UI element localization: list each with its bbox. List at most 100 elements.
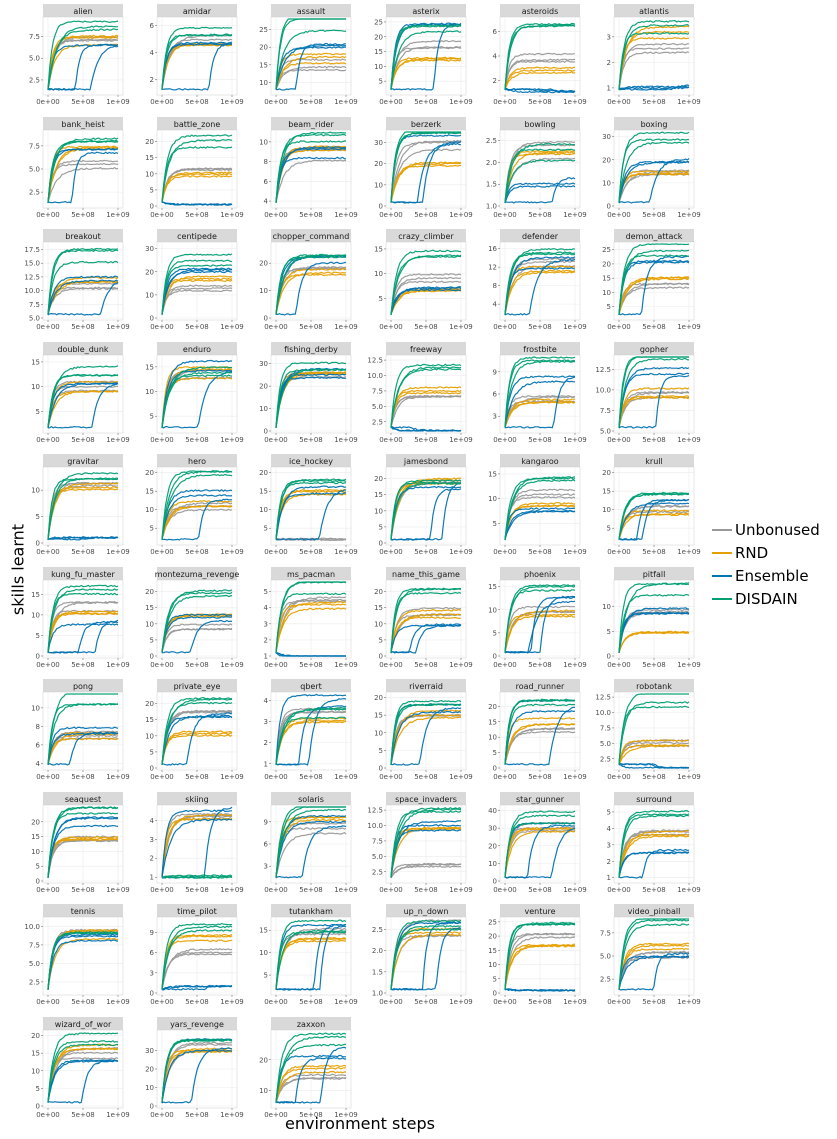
series-line-disdain — [47, 584, 119, 653]
panel-strip — [500, 4, 580, 17]
series-line-disdain — [390, 131, 462, 203]
y-tick-label: 4 — [150, 817, 155, 825]
series-line-unbonused — [504, 493, 576, 540]
series-line-ensemble — [161, 267, 233, 315]
x-tick-label: 0e+00 — [150, 1111, 174, 1119]
x-tick-label: 1e+09 — [449, 998, 473, 1006]
y-tick-label: 15 — [145, 604, 154, 612]
y-tick-label: 2.0 — [486, 159, 497, 167]
series-line-disdain — [275, 361, 347, 428]
series-line-disdain — [275, 479, 347, 540]
x-tick-label: 0e+00 — [150, 98, 174, 106]
y-tick-label: 5 — [150, 525, 154, 533]
series-line-rnd — [161, 173, 233, 203]
x-tick-label: 0e+00 — [607, 998, 631, 1006]
series-line-unbonused — [504, 730, 576, 764]
series-line-disdain — [618, 249, 690, 315]
series-line-disdain — [275, 708, 347, 765]
x-tick-label: 0e+00 — [36, 211, 60, 219]
series-line-disdain — [390, 481, 461, 540]
series-line-disdain — [618, 493, 690, 540]
panel-title: alien — [73, 7, 92, 16]
y-tick-label: 3 — [607, 841, 611, 849]
y-tick-label: 0 — [36, 1103, 40, 1111]
y-tick-label: 10 — [31, 704, 40, 712]
panel-strip — [157, 679, 237, 692]
panel-title: tutankham — [289, 907, 333, 916]
x-tick-label: 1e+09 — [220, 548, 244, 556]
x-tick-label: 1e+09 — [677, 773, 701, 781]
x-tick-label: 1e+09 — [449, 886, 473, 894]
y-tick-label: 5 — [36, 863, 40, 871]
series-line-disdain — [161, 253, 233, 315]
y-tick-label: 0 — [36, 540, 40, 548]
y-tick-label: 0 — [264, 428, 268, 436]
series-line-unbonused — [161, 709, 233, 765]
series-line-disdain — [161, 922, 232, 989]
y-tick-label: 10 — [145, 506, 154, 514]
series-line-rnd — [504, 613, 576, 654]
x-tick-label: 5e+08 — [414, 548, 438, 556]
x-tick-label: 1e+09 — [677, 661, 701, 669]
x-tick-label: 5e+08 — [528, 211, 552, 219]
panel-strip — [43, 904, 123, 917]
panel-strip — [271, 4, 351, 17]
x-tick-label: 0e+00 — [379, 436, 403, 444]
series-line-unbonused — [161, 289, 233, 314]
series-line-disdain — [618, 356, 689, 428]
panel-title: demon_attack — [626, 232, 683, 241]
series-line-ensemble — [275, 693, 347, 765]
series-line-disdain — [47, 137, 119, 204]
panel-title: pong — [73, 682, 93, 691]
series-line-ensemble — [161, 489, 233, 540]
x-tick-label: 1e+09 — [563, 98, 587, 106]
series-line-disdain — [618, 243, 690, 316]
y-tick-label: 7.5 — [29, 301, 40, 309]
series-line-disdain — [47, 477, 119, 540]
panel-title: star_gunner — [516, 795, 565, 804]
x-tick-label: 5e+08 — [642, 211, 666, 219]
x-tick-label: 1e+09 — [220, 211, 244, 219]
series-line-disdain — [618, 582, 689, 653]
panel-venture: venture 0 5 10 15 20 25 0e+00 5e+08 1e+09 — [488, 904, 587, 1006]
y-tick-label: 5 — [150, 413, 154, 421]
series-line-rnd — [47, 836, 119, 877]
y-tick-label: 12.5 — [595, 694, 611, 702]
y-tick-label: 2.5 — [486, 137, 497, 145]
y-tick-label: 1.5 — [486, 181, 497, 189]
panel-robotank: robotank 2.5 5.0 7.5 10.0 12.5 0e+00 5e+08 1e+09 — [595, 679, 701, 781]
y-tick-label: 0 — [379, 653, 383, 661]
series-line-ensemble — [161, 712, 232, 766]
panel-strip — [614, 679, 694, 692]
y-tick-label: 15 — [31, 591, 40, 599]
series-line-disdain — [618, 809, 690, 877]
series-line-ensemble — [47, 536, 119, 540]
panel-title: road_runner — [516, 682, 565, 691]
y-tick-label: 40 — [488, 807, 497, 815]
series-line-rnd — [275, 603, 347, 653]
panel-title: time_pilot — [177, 907, 217, 916]
panel-wizard_of_wor: wizard_of_wor 0 5 10 15 20 0e+00 5e+08 1e+09 — [31, 1017, 130, 1119]
y-tick-label: 2.5 — [29, 76, 40, 84]
series-line-ensemble — [390, 921, 462, 990]
series-line-disdain — [390, 24, 462, 90]
series-line-disdain — [390, 703, 462, 765]
series-line-disdain — [275, 581, 346, 653]
y-tick-label: 10 — [31, 611, 40, 619]
x-tick-label: 0e+00 — [607, 436, 631, 444]
y-tick-label: 15 — [488, 583, 497, 591]
series-line-disdain — [161, 1039, 233, 1103]
series-line-ensemble — [161, 268, 233, 315]
y-tick-label: 1.0 — [372, 990, 383, 998]
panel-strip — [614, 567, 694, 580]
x-tick-label: 0e+00 — [493, 323, 517, 331]
series-line-rnd — [504, 504, 576, 540]
panel-title: centipede — [177, 232, 217, 241]
y-tick-label: 5 — [379, 78, 383, 86]
x-tick-label: 5e+08 — [185, 436, 209, 444]
y-tick-label: 15 — [374, 491, 383, 499]
x-tick-label: 1e+09 — [449, 436, 473, 444]
series-line-disdain — [390, 591, 462, 653]
series-line-disdain — [504, 251, 576, 315]
series-line-disdain — [504, 584, 576, 652]
